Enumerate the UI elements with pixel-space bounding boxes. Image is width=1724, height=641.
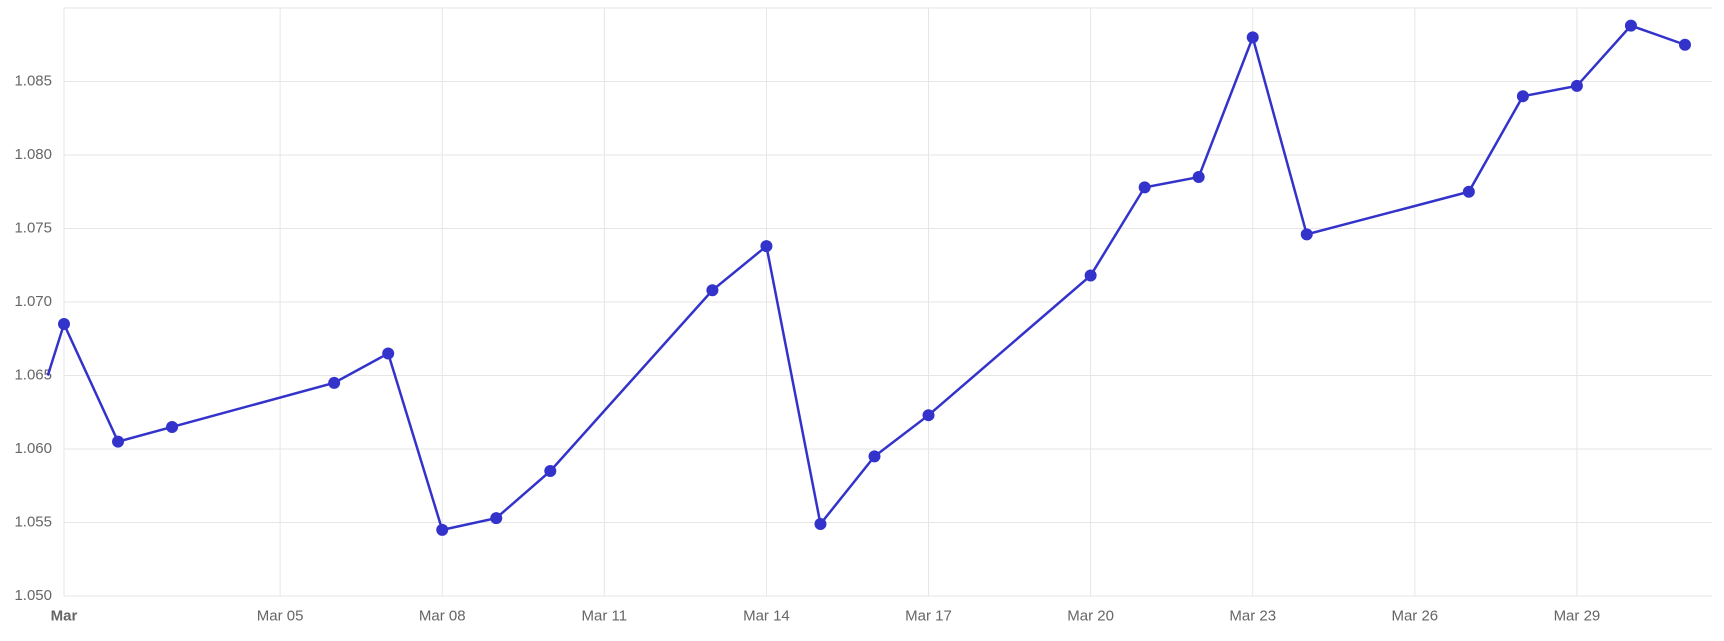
data-point[interactable] [1301, 228, 1313, 240]
x-axis-label: Mar 23 [1229, 607, 1276, 624]
y-axis-label: 1.070 [14, 293, 52, 310]
data-point[interactable] [166, 421, 178, 433]
y-axis-label: 1.065 [14, 366, 52, 383]
data-point[interactable] [1571, 80, 1583, 92]
y-axis-label: 1.080 [14, 146, 52, 163]
series-line [48, 26, 1685, 530]
x-axis-label: Mar 14 [743, 607, 790, 624]
x-axis-label: Mar 17 [905, 607, 952, 624]
y-axis-label: 1.055 [14, 513, 52, 530]
data-point[interactable] [760, 240, 772, 252]
x-axis-label: Mar 29 [1554, 607, 1601, 624]
x-axis-label: Mar [51, 607, 78, 624]
data-point[interactable] [1679, 39, 1691, 51]
data-point[interactable] [868, 450, 880, 462]
data-point[interactable] [814, 518, 826, 530]
data-point[interactable] [1625, 20, 1637, 32]
data-point[interactable] [923, 409, 935, 421]
data-point[interactable] [58, 318, 70, 330]
data-point[interactable] [1193, 171, 1205, 183]
x-axis-label: Mar 08 [419, 607, 466, 624]
data-point[interactable] [706, 284, 718, 296]
data-point[interactable] [1085, 270, 1097, 282]
exchange-rate-chart: 1.050 1.055 1.060 1.065 1.070 1.075 1.080 1.085… [0, 0, 1724, 641]
data-point[interactable] [1139, 181, 1151, 193]
y-axis-label: 1.060 [14, 440, 52, 457]
chart-svg: 1.050 1.055 1.060 1.065 1.070 1.075 1.080 1.085… [0, 0, 1724, 641]
data-point[interactable] [1463, 186, 1475, 198]
y-axis-label: 1.075 [14, 219, 52, 236]
y-axis-label: 1.085 [14, 72, 52, 89]
data-point[interactable] [436, 524, 448, 536]
data-point[interactable] [382, 347, 394, 359]
data-point[interactable] [1247, 31, 1259, 43]
data-point[interactable] [544, 465, 556, 477]
x-axis-label: Mar 20 [1067, 607, 1114, 624]
data-point[interactable] [490, 512, 502, 524]
x-axis-label: Mar 11 [582, 607, 628, 624]
y-axis-label: 1.050 [14, 587, 52, 604]
data-point[interactable] [112, 436, 124, 448]
data-point[interactable] [328, 377, 340, 389]
x-axis-label: Mar 26 [1391, 607, 1438, 624]
x-axis-label: Mar 05 [257, 607, 304, 624]
data-point[interactable] [1517, 90, 1529, 102]
